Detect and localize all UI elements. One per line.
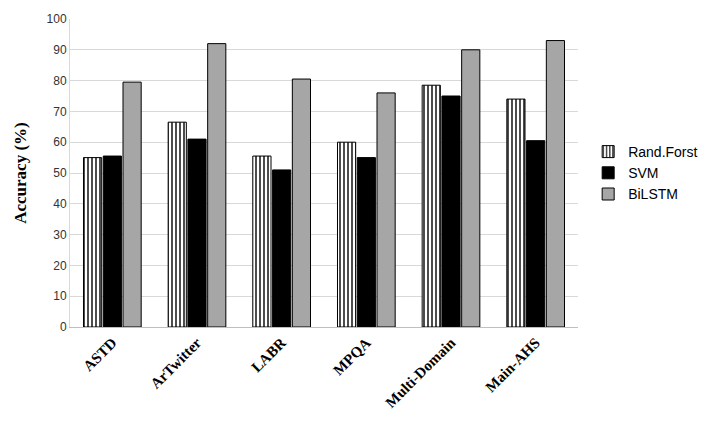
svg-text:SVM: SVM xyxy=(628,165,658,181)
svg-text:LABR: LABR xyxy=(248,335,289,376)
svg-text:Multi-Domain: Multi-Domain xyxy=(382,334,459,411)
svg-text:80: 80 xyxy=(53,74,67,88)
svg-text:ArTwitter: ArTwitter xyxy=(147,334,204,391)
svg-text:40: 40 xyxy=(53,197,67,211)
svg-text:70: 70 xyxy=(53,105,67,119)
svg-text:Accuracy (%): Accuracy (%) xyxy=(11,122,30,224)
svg-text:60: 60 xyxy=(53,135,67,149)
svg-text:30: 30 xyxy=(53,228,67,242)
svg-text:ASTD: ASTD xyxy=(80,334,120,374)
svg-text:Main-AHS: Main-AHS xyxy=(482,335,543,396)
svg-text:0: 0 xyxy=(60,320,67,334)
svg-text:20: 20 xyxy=(53,259,67,273)
svg-text:50: 50 xyxy=(53,166,67,180)
svg-text:BiLSTM: BiLSTM xyxy=(628,186,678,202)
svg-text:Rand.Forst: Rand.Forst xyxy=(628,144,697,160)
svg-text:90: 90 xyxy=(53,43,67,57)
svg-text:10: 10 xyxy=(53,289,67,303)
svg-text:MPQA: MPQA xyxy=(330,334,374,378)
svg-text:100: 100 xyxy=(47,12,67,26)
